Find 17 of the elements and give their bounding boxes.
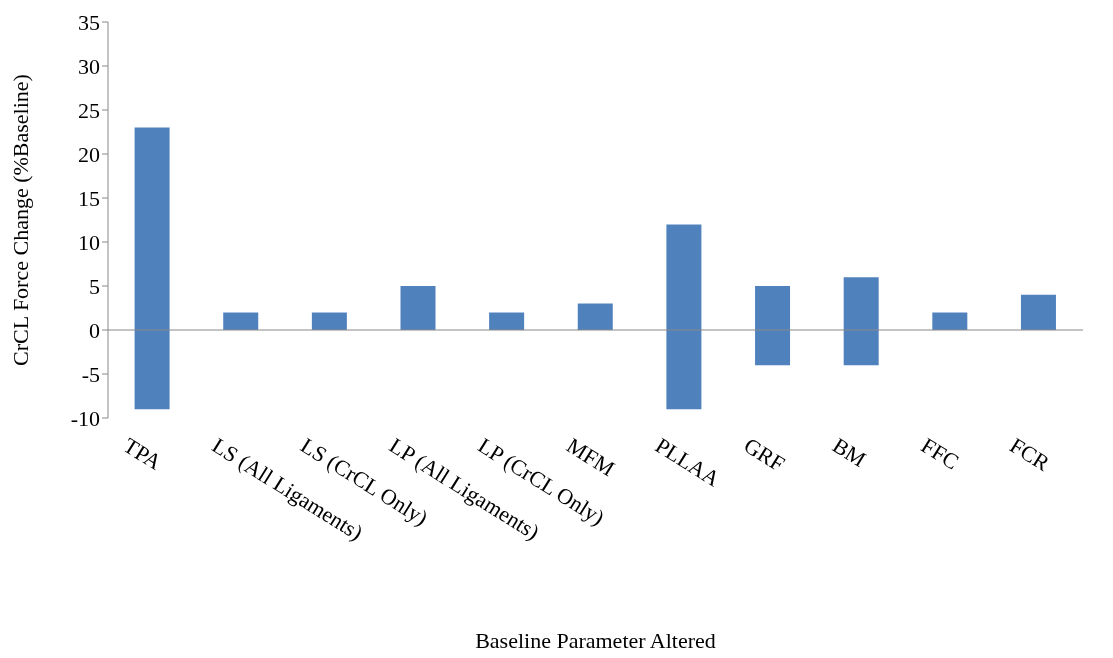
y-tick-label: 20 (78, 141, 100, 167)
x-tick-label: BM (828, 432, 871, 472)
x-axis-title: Baseline Parameter Altered (475, 628, 716, 653)
y-tick-label: -5 (81, 361, 100, 387)
y-tick-label: 35 (78, 9, 100, 35)
y-tick-label: 25 (78, 97, 100, 123)
x-tick-label: FFC (916, 432, 964, 475)
x-tick-label: GRF (739, 432, 790, 477)
y-tick-label: 5 (89, 273, 100, 299)
y-tick-label: 30 (78, 53, 100, 79)
y-tick-label: 0 (89, 317, 100, 343)
x-tick-label: TPA (119, 432, 167, 475)
y-axis-title: CrCL Force Change (%Baseline) (7, 74, 33, 366)
x-tick-label: FCR (1005, 432, 1055, 477)
y-tick-label: 10 (78, 229, 100, 255)
y-tick-label: -10 (70, 405, 100, 431)
y-tick-label: 15 (78, 185, 100, 211)
